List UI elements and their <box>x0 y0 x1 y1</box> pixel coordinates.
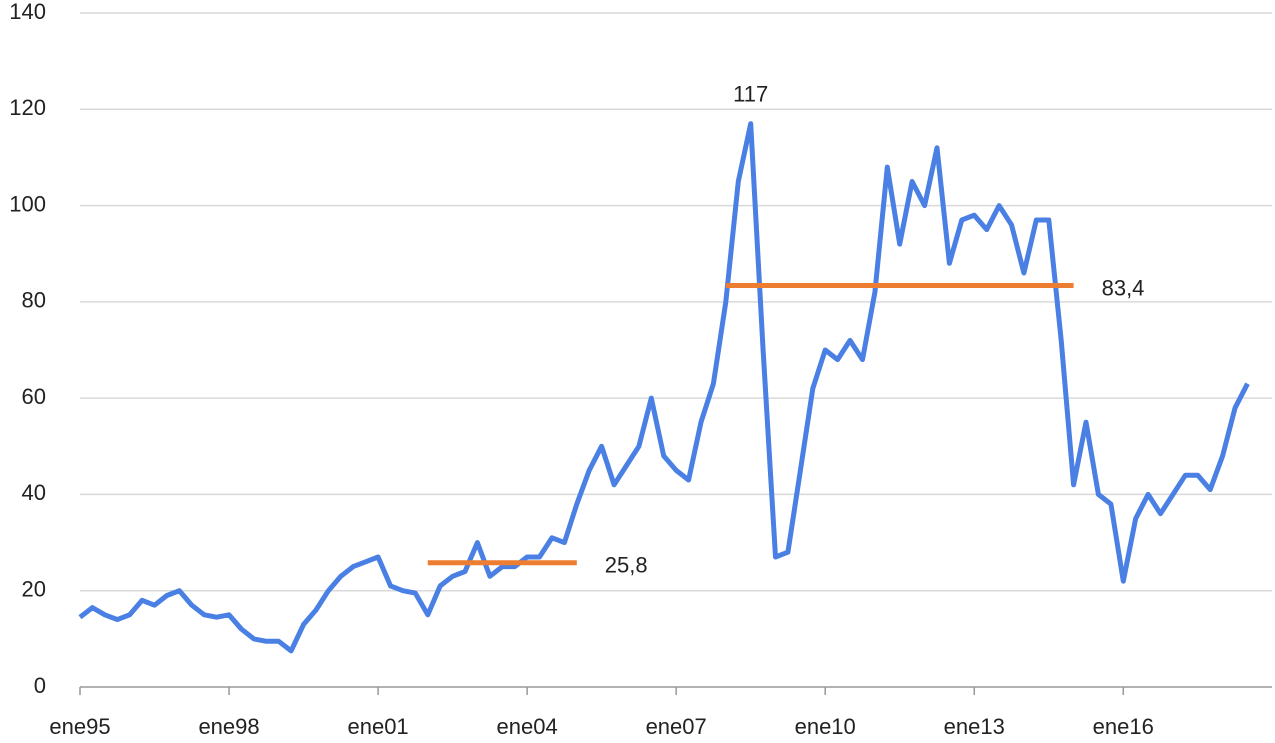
x-tick-label: ene01 <box>347 714 408 739</box>
x-tick-label: ene95 <box>49 714 110 739</box>
y-tick-label: 140 <box>9 0 46 24</box>
series-line <box>78 121 1250 654</box>
x-tick-label: ene16 <box>1093 714 1154 739</box>
annotation: 117 <box>733 82 768 107</box>
x-tick-label: ene13 <box>944 714 1005 739</box>
y-tick-label: 100 <box>9 191 46 216</box>
reference-label: 83,4 <box>1102 275 1145 300</box>
y-tick-label: 120 <box>9 95 46 120</box>
x-tick-label: ene98 <box>198 714 259 739</box>
x-tick-label: ene07 <box>646 714 707 739</box>
x-tick-label: ene10 <box>795 714 856 739</box>
y-tick-label: 80 <box>22 288 46 313</box>
y-tick-label: 40 <box>22 480 46 505</box>
reference-label: 25,8 <box>605 553 648 578</box>
y-tick-label: 0 <box>34 673 46 698</box>
y-tick-label: 60 <box>22 384 46 409</box>
x-tick-label: ene04 <box>497 714 558 739</box>
y-tick-label: 20 <box>22 577 46 602</box>
